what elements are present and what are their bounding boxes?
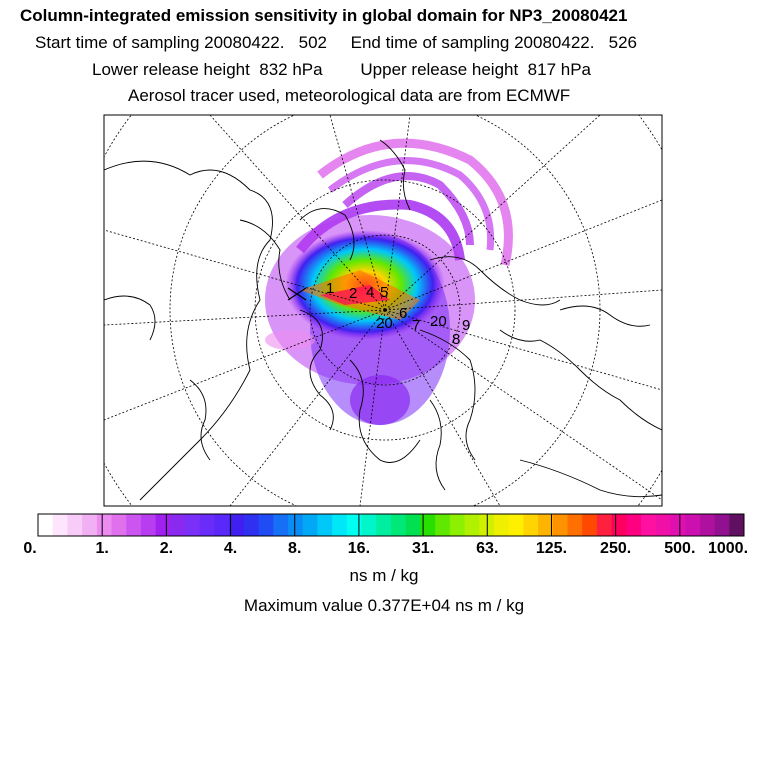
colorbar-swatch [685,514,701,536]
track-label-5: 5 [380,284,388,301]
colorbar-label: 125. [535,540,568,557]
colorbar-swatch [170,514,186,536]
colorbar-swatch [582,514,598,536]
colorbar-swatch [288,514,304,536]
colorbar-label: 2. [159,540,174,557]
track-label-20b: 20 [430,313,447,330]
colorbar-swatch [96,514,113,536]
track-label-7: 7 [412,317,420,334]
colorbar-swatch [699,514,716,536]
colorbar-swatch [464,514,480,536]
colorbar-swatch [52,514,68,536]
colorbar-swatch [611,514,627,536]
colorbar-swatch [523,514,539,536]
release-site-marker [287,287,307,301]
colorbar-swatch [626,514,642,536]
colorbar-swatch [567,514,583,536]
colorbar-swatch [391,514,407,536]
colorbar-swatch [214,514,230,536]
colorbar [37,513,745,537]
colorbar-swatch [317,514,333,536]
colorbar-label: 31. [411,540,435,557]
colorbar-label: 1. [95,540,109,557]
colorbar-swatch [67,514,83,536]
plume-max [320,285,390,305]
colorbar-label: 250. [600,540,632,557]
colorbar-label: 16. [347,540,371,557]
colorbar-swatch [38,514,54,536]
coastlines [104,139,662,501]
colorbar-swatch [449,514,466,536]
colorbar-units: ns m / kg [349,566,419,585]
trajectory-labels: 1 2 4 5 6 7 8 9 20 20 [326,280,470,348]
colorbar-label: 500. [664,540,696,557]
plume-west [265,330,315,350]
maximum-value-text: Maximum value 0.377E+04 ns m / kg [243,596,525,615]
colorbar-label: 8. [288,540,302,557]
colorbar-swatch [155,514,171,536]
polar-grid [104,115,662,506]
colorbar-swatch [729,514,745,536]
tracer-info-line: Aerosol tracer used, meteorological data… [128,86,571,105]
colorbar-swatch [185,514,201,536]
colorbar-swatch [243,514,260,536]
track-label-20a: 20 [376,315,393,332]
colorbar-label: 63. [476,540,499,557]
colorbar-swatch [493,514,510,536]
colorbar-swatch [596,514,613,536]
plume-south-tail [350,375,410,425]
colorbar-label: 0. [23,540,37,557]
track-label-1: 1 [326,280,334,297]
sampling-time-line: Start time of sampling 20080422. 502 End… [35,33,637,52]
colorbar-swatch [641,514,657,536]
colorbar-swatch [714,514,730,536]
track-label-9: 9 [462,317,470,334]
track-label-6: 6 [399,305,407,322]
track-label-2: 2 [349,285,357,302]
colorbar-swatch [420,514,436,536]
colorbar-swatch [258,514,274,536]
colorbar-swatch [655,514,671,536]
track-label-4: 4 [366,284,374,301]
colorbar-swatch [435,514,451,536]
map-area: 1 2 4 5 6 7 8 9 20 20 [104,115,662,506]
release-height-line: Lower release height 832 hPa Upper relea… [92,60,591,79]
colorbar-swatch [199,514,215,536]
colorbar-swatch [376,514,392,536]
colorbar-swatch [229,514,245,536]
colorbar-swatch [346,514,363,536]
colorbar-swatch [302,514,318,536]
plot-title: Column-integrated emission sensitivity i… [20,6,628,25]
colorbar-swatch [111,514,127,536]
colorbar-swatch [82,514,98,536]
colorbar-swatch [508,514,524,536]
colorbar-swatch [273,514,289,536]
colorbar-frame [37,513,745,537]
colorbar-label: 1000. [707,540,749,557]
colorbar-swatch [538,514,554,536]
track-label-8: 8 [452,331,460,348]
colorbar-swatch [140,514,157,536]
colorbar-swatch [126,514,142,536]
colorbar-swatch [552,514,568,536]
colorbar-swatch [361,514,377,536]
colorbar-swatch [405,514,421,536]
colorbar-swatch [670,514,686,536]
map-frame [103,114,663,507]
colorbar-label: 4. [223,540,238,557]
colorbar-swatch [332,514,348,536]
